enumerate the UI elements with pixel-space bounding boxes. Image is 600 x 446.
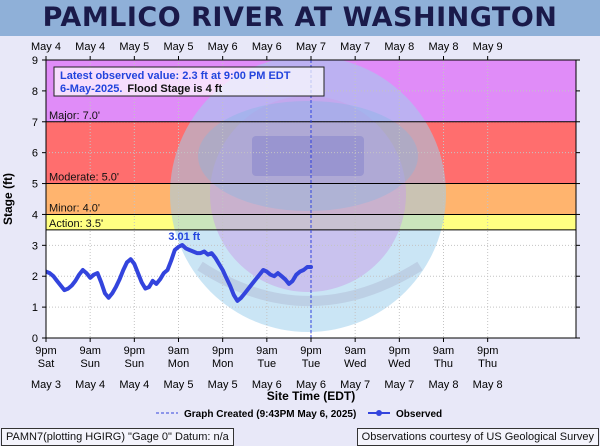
x-tick-top-date-label: May 6: [208, 41, 238, 53]
x-tick-time-label: 9pm: [35, 345, 56, 357]
x-tick-day-label: Wed: [344, 358, 366, 370]
x-tick-day-label: Wed: [388, 358, 410, 370]
y-tick-label: 1: [32, 302, 38, 314]
x-tick-time-label: 9pm: [124, 345, 145, 357]
x-tick-date-label: May 8: [429, 379, 459, 391]
info-flood-stage: Flood Stage is 4 ft: [127, 83, 222, 95]
x-tick-date-label: May 5: [208, 379, 238, 391]
x-tick-top-date-label: May 8: [429, 41, 459, 53]
x-tick-date-label: May 8: [473, 379, 503, 391]
hydrograph-chart: Major: 7.0' Moderate: 5.0' Minor: 4.0' Acti…: [1, 41, 580, 420]
x-tick-time-label: 9pm: [477, 345, 498, 357]
x-tick-top-date-label: May 4: [75, 41, 105, 53]
page-title: PAMLICO RIVER AT WASHINGTON: [42, 2, 558, 33]
series-line-observed: [46, 243, 313, 303]
x-tick-time-label: 9am: [79, 345, 100, 357]
info-line-1: Latest observed value: 2.3 ft at 9:00 PM…: [60, 70, 291, 82]
y-tick-label: 6: [32, 148, 38, 160]
x-tick-top-date-label: May 7: [340, 41, 370, 53]
y-axis-label: Stage (ft): [1, 173, 15, 225]
grid-lines: [46, 60, 576, 338]
x-tick-time-label: 9pm: [300, 345, 321, 357]
x-tick-day-label: Thu: [478, 358, 497, 370]
info-date: 6-May-2025.: [60, 83, 122, 95]
threshold-label-minor: Minor: 4.0': [49, 202, 100, 214]
x-tick-day-label: Mon: [168, 358, 189, 370]
x-tick-day-label: Sun: [80, 358, 100, 370]
x-tick-date-label: May 7: [340, 379, 370, 391]
noaa-watermark: [170, 60, 446, 332]
x-tick-top-date-label: May 6: [252, 41, 282, 53]
y-tick-label: 0: [32, 333, 38, 345]
x-tick-top-date-label: May 4: [31, 41, 61, 53]
x-tick-day-label: Tue: [258, 358, 277, 370]
x-tick-top-date-label: May 5: [164, 41, 194, 53]
threshold-label-moderate: Moderate: 5.0': [49, 172, 119, 184]
x-tick-date-label: May 4: [119, 379, 149, 391]
x-tick-date-label: May 6: [296, 379, 326, 391]
x-tick-top-date-label: May 7: [296, 41, 326, 53]
peak-label: 3.01 ft: [168, 231, 200, 243]
y-tick-label: 5: [32, 179, 38, 191]
footer-datum-info: PAMN7(plotting HGIRG) "Gage 0" Datum: n/…: [1, 428, 234, 446]
x-tick-top-date-label: May 9: [473, 41, 503, 53]
y-tick-label: 2: [32, 271, 38, 283]
y-tick-label: 9: [32, 55, 38, 67]
x-tick-day-label: Mon: [212, 358, 233, 370]
x-tick-time-label: 9pm: [212, 345, 233, 357]
legend-observed-label: Observed: [396, 409, 442, 420]
x-tick-top-date-label: May 8: [384, 41, 414, 53]
x-axis-label: Site Time (EDT): [267, 389, 355, 403]
x-tick-day-label: Sun: [125, 358, 145, 370]
legend: Graph Created (9:43PM May 6, 2025) Obser…: [156, 409, 442, 420]
x-tick-date-label: May 5: [164, 379, 194, 391]
threshold-label-action: Action: 3.5': [49, 218, 103, 230]
title-bar: [0, 0, 600, 36]
x-tick-date-label: May 6: [252, 379, 282, 391]
x-tick-day-label: Tue: [302, 358, 321, 370]
x-tick-day-label: Thu: [434, 358, 453, 370]
x-tick-time-label: 9am: [433, 345, 454, 357]
x-tick-time-label: 9am: [256, 345, 277, 357]
threshold-label-major: Major: 7.0': [49, 110, 100, 122]
y-tick-label: 4: [32, 209, 38, 221]
legend-graph-created-label: Graph Created (9:43PM May 6, 2025): [184, 409, 356, 420]
x-tick-date-label: May 4: [75, 379, 105, 391]
legend-observed-marker: [376, 410, 382, 416]
threshold-labels: Major: 7.0' Moderate: 5.0' Minor: 4.0' Acti…: [49, 110, 119, 230]
footer-credit: Observations courtesy of US Geological S…: [356, 428, 599, 446]
latest-value-box: Latest observed value: 2.3 ft at 9:00 PM…: [53, 66, 325, 97]
x-tick-time-label: 9am: [168, 345, 189, 357]
x-tick-time-label: 9pm: [389, 345, 410, 357]
x-tick-time-label: 9am: [344, 345, 365, 357]
y-tick-label: 7: [32, 117, 38, 129]
y-tick-label: 3: [32, 240, 38, 252]
info-line-2: 6-May-2025. Flood Stage is 4 ft: [60, 83, 222, 95]
y-tick-label: 8: [32, 86, 38, 98]
x-tick-date-label: May 7: [384, 379, 414, 391]
x-tick-top-date-label: May 5: [119, 41, 149, 53]
series-layer: 3.01 ft: [46, 231, 313, 303]
x-tick-date-label: May 3: [31, 379, 61, 391]
x-tick-day-label: Sat: [38, 358, 55, 370]
